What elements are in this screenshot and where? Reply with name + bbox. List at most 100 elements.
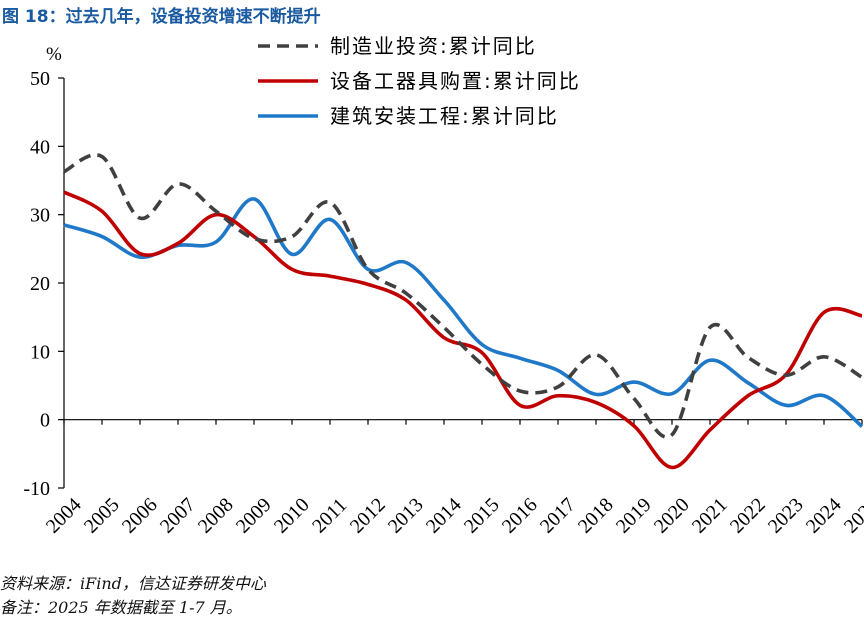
data-point bbox=[671, 466, 674, 469]
legend-label: 建筑安装工程:累计同比 bbox=[330, 104, 559, 128]
source-note: 资料来源：iFind，信达证券研发中心 bbox=[0, 574, 266, 593]
data-point bbox=[367, 283, 370, 286]
data-point bbox=[519, 357, 522, 360]
data-point bbox=[443, 299, 446, 302]
data-point bbox=[329, 201, 332, 204]
x-tick-label: 2005 bbox=[80, 494, 124, 538]
data-point bbox=[101, 210, 104, 213]
data-point bbox=[215, 210, 218, 213]
data-point bbox=[101, 155, 104, 158]
figure-title: 图 18：过去几年，设备投资增速不断提升 bbox=[2, 7, 321, 27]
x-tick-label: 2010 bbox=[270, 494, 314, 538]
data-point bbox=[177, 242, 180, 245]
data-point bbox=[367, 268, 370, 271]
x-tick-label: 2008 bbox=[194, 494, 238, 538]
data-point bbox=[709, 359, 712, 362]
data-point bbox=[861, 376, 864, 379]
data-point bbox=[747, 394, 750, 397]
data-point bbox=[481, 351, 484, 354]
data-point bbox=[861, 425, 864, 428]
data-point bbox=[595, 401, 598, 404]
y-tick-label: -10 bbox=[23, 478, 50, 500]
data-point bbox=[63, 223, 66, 226]
data-point bbox=[823, 355, 826, 358]
data-point bbox=[633, 424, 636, 427]
data-point bbox=[139, 252, 142, 255]
data-point bbox=[443, 336, 446, 339]
data-point bbox=[139, 256, 142, 259]
series-lines bbox=[63, 153, 864, 470]
y-tick-label: 10 bbox=[30, 341, 50, 363]
y-tick-label: 0 bbox=[40, 410, 50, 432]
x-tick-label: 2011 bbox=[308, 494, 351, 537]
data-point bbox=[557, 369, 560, 372]
x-tick-label: 2018 bbox=[574, 494, 618, 538]
data-point bbox=[291, 268, 294, 271]
x-tick-label: 2017 bbox=[536, 494, 580, 538]
legend-label: 制造业投资:累计同比 bbox=[330, 34, 537, 58]
data-point bbox=[405, 261, 408, 264]
data-point bbox=[785, 404, 788, 407]
data-point bbox=[63, 170, 66, 173]
data-point bbox=[101, 235, 104, 238]
data-point bbox=[557, 385, 560, 388]
x-tick-label: 2023 bbox=[764, 494, 808, 538]
x-tick-label: 2012 bbox=[346, 494, 390, 538]
data-point bbox=[291, 235, 294, 238]
x-tick-label: 2022 bbox=[726, 494, 770, 538]
x-tick-label: 2015 bbox=[460, 494, 504, 538]
data-point bbox=[709, 428, 712, 431]
data-point bbox=[519, 404, 522, 407]
data-point bbox=[747, 356, 750, 359]
data-point bbox=[633, 381, 636, 384]
y-tick-label: 50 bbox=[30, 68, 50, 90]
data-point bbox=[177, 182, 180, 185]
data-point bbox=[595, 353, 598, 356]
data-point bbox=[253, 237, 256, 240]
data-point bbox=[633, 397, 636, 400]
data-point bbox=[671, 392, 674, 395]
x-tick-label: 2013 bbox=[384, 494, 428, 538]
data-point bbox=[405, 292, 408, 295]
x-tick-label: 2021 bbox=[688, 494, 732, 538]
data-point bbox=[557, 394, 560, 397]
data-point bbox=[823, 311, 826, 314]
x-tick-label: 2004 bbox=[42, 494, 86, 538]
y-tick-label: 20 bbox=[30, 273, 50, 295]
data-point bbox=[253, 197, 256, 200]
x-tick-label: 2019 bbox=[612, 494, 656, 538]
data-point bbox=[139, 217, 142, 220]
y-tick-label: 40 bbox=[30, 136, 50, 158]
data-point bbox=[861, 314, 864, 317]
data-point bbox=[747, 381, 750, 384]
data-point bbox=[291, 253, 294, 256]
data-point bbox=[671, 433, 674, 436]
data-point bbox=[481, 363, 484, 366]
y-axis-unit: % bbox=[46, 44, 62, 65]
x-tick-label: 2007 bbox=[156, 494, 200, 538]
x-tick-label: 2006 bbox=[118, 494, 162, 538]
data-point bbox=[215, 241, 218, 244]
data-point bbox=[823, 394, 826, 397]
data-point bbox=[519, 389, 522, 392]
series-line-1 bbox=[63, 153, 863, 439]
x-tick-label: 2024 bbox=[802, 494, 846, 538]
x-tick-label: 2014 bbox=[422, 494, 466, 538]
y-tick-label: 30 bbox=[30, 205, 50, 227]
footnote: 备注：2025 年数据截至 1-7 月。 bbox=[0, 598, 242, 617]
data-point bbox=[481, 343, 484, 346]
data-point bbox=[443, 326, 446, 329]
data-point bbox=[63, 191, 66, 194]
series-line-3 bbox=[63, 197, 864, 428]
series-line-2 bbox=[63, 190, 863, 470]
data-point bbox=[329, 275, 332, 278]
data-point bbox=[405, 299, 408, 302]
data-point bbox=[329, 218, 332, 221]
x-tick-label: 2016 bbox=[498, 494, 542, 538]
x-tick-label: 2009 bbox=[232, 494, 276, 538]
x-tick-label: 2020 bbox=[650, 494, 694, 538]
legend-label: 设备工器具购置:累计同比 bbox=[330, 69, 581, 93]
data-point bbox=[785, 374, 788, 377]
